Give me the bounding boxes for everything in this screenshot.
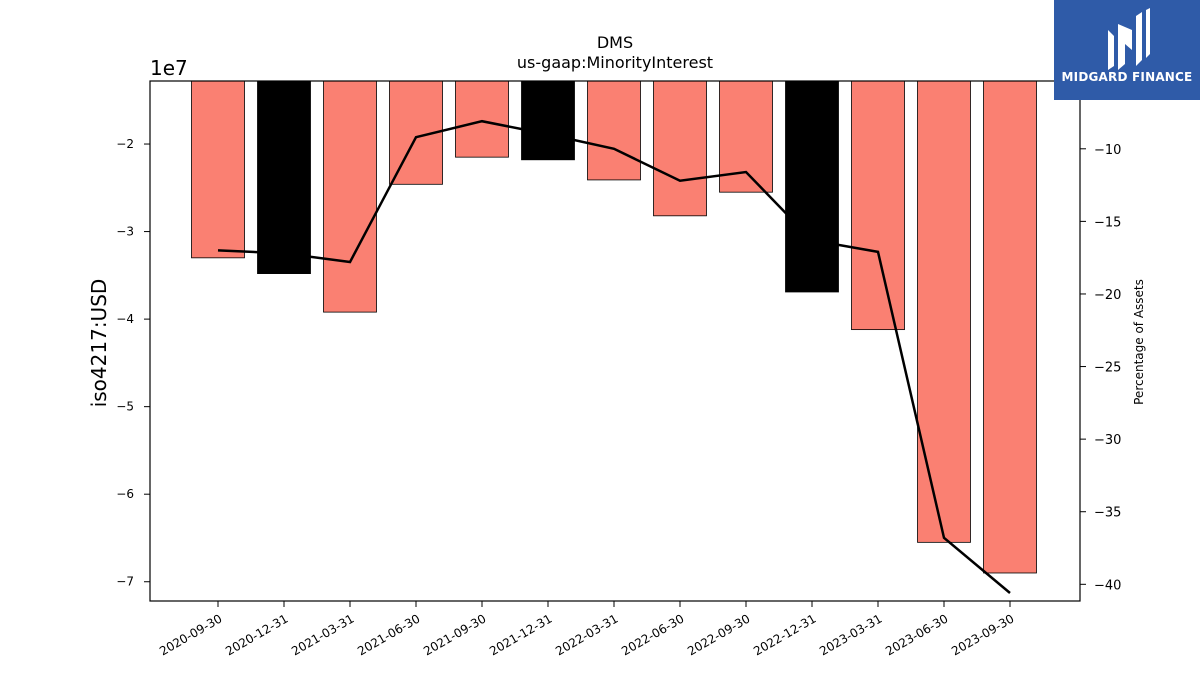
bar-2021-03-31 — [323, 80, 377, 313]
y-tick-label: −7 — [116, 575, 134, 589]
bar-2020-09-30 — [191, 80, 245, 259]
x-tick-label: 2021-03-31 — [289, 611, 356, 658]
y2-axis-label: Percentage of Assets — [1132, 279, 1146, 405]
y-offset-label: 1e7 — [150, 56, 188, 80]
x-tick-label: 2022-06-30 — [619, 611, 686, 658]
bar-2021-12-31 — [521, 80, 575, 161]
bar-2022-03-31 — [587, 80, 641, 181]
x-tick-label: 2023-06-30 — [883, 611, 950, 658]
logo-text: MIDGARD FINANCE — [1061, 70, 1193, 84]
y-tick-label: −2 — [116, 137, 134, 151]
x-tick-label: 2020-12-31 — [223, 611, 290, 658]
logo-mark-icon — [1108, 8, 1150, 70]
bar-2023-06-30 — [917, 80, 971, 543]
bar-2022-06-30 — [653, 80, 707, 217]
y-tick-label: −6 — [116, 487, 134, 501]
plot-frame — [149, 80, 1081, 602]
y2-tick-label: −35 — [1094, 506, 1121, 521]
y-tick-label: −3 — [116, 225, 134, 239]
chart-title: DMS — [597, 33, 633, 52]
y-tick-label: −4 — [116, 312, 134, 326]
x-tick-label: 2022-12-31 — [751, 611, 818, 658]
y-tick-label: −5 — [116, 400, 134, 414]
x-tick-label: 2021-12-31 — [487, 611, 554, 658]
x-tick-label: 2020-09-30 — [157, 611, 224, 658]
bar-2022-12-31 — [785, 80, 839, 293]
bar-2023-09-30 — [983, 80, 1037, 574]
bar-2020-12-31 — [257, 80, 311, 274]
y2-tick-label: −20 — [1094, 288, 1121, 303]
percentage-line — [217, 119, 1011, 594]
x-tick-label: 2021-06-30 — [355, 611, 422, 658]
y2-tick-label: −10 — [1094, 143, 1121, 158]
y2-tick-label: −15 — [1094, 215, 1121, 230]
y2-tick-label: −25 — [1094, 361, 1121, 376]
bar-2021-09-30 — [455, 80, 509, 158]
x-tick-label: 2023-09-30 — [949, 611, 1016, 658]
x-tick-label: 2022-09-30 — [685, 611, 752, 658]
line-group — [217, 119, 1011, 594]
x-tick-label: 2022-03-31 — [553, 611, 620, 658]
chart-subtitle: us-gaap:MinorityInterest — [517, 53, 713, 72]
y2-tick-label: −30 — [1094, 433, 1121, 448]
bars-group — [191, 80, 1037, 574]
y2-tick-label: −40 — [1094, 578, 1121, 593]
x-tick-label: 2021-09-30 — [421, 611, 488, 658]
x-tick-label: 2023-03-31 — [817, 611, 884, 658]
y-axis-label: iso4217:USD — [87, 279, 111, 408]
logo: MIDGARD FINANCE — [1054, 0, 1200, 100]
bar-2023-03-31 — [851, 80, 905, 331]
